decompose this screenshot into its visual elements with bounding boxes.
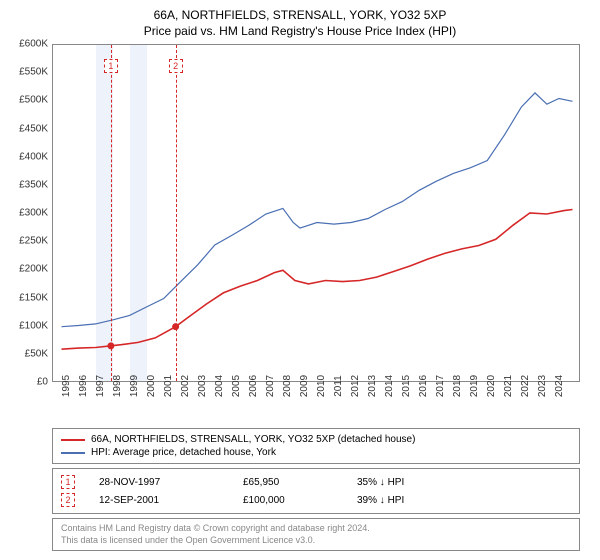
footer-line: Contains HM Land Registry data © Crown c… [61, 523, 571, 535]
y-tick-label: £400K [19, 151, 48, 162]
x-tick-label: 2024 [554, 375, 565, 397]
series-hpi [62, 93, 573, 327]
legend-swatch [61, 452, 85, 454]
x-tick-label: 2000 [146, 375, 157, 397]
y-tick-label: £250K [19, 236, 48, 247]
x-tick-label: 1996 [78, 375, 89, 397]
x-tick-label: 2003 [197, 375, 208, 397]
y-tick-label: £450K [19, 123, 48, 134]
transaction-price: £100,000 [243, 495, 333, 506]
x-tick-label: 2023 [537, 375, 548, 397]
chart-title: 66A, NORTHFIELDS, STRENSALL, YORK, YO32 … [8, 8, 592, 22]
x-tick-label: 2004 [214, 375, 225, 397]
y-tick-label: £200K [19, 264, 48, 275]
x-tick-label: 1995 [61, 375, 72, 397]
legend-row: HPI: Average price, detached house, York [61, 446, 571, 459]
event-marker-label: 2 [169, 59, 183, 73]
transaction-hpi-delta: 39% ↓ HPI [357, 495, 404, 506]
x-tick-label: 2005 [231, 375, 242, 397]
y-tick-label: £500K [19, 95, 48, 106]
transaction-price: £65,950 [243, 477, 333, 488]
x-tick-label: 2007 [265, 375, 276, 397]
y-tick-label: £50K [25, 348, 48, 359]
plot-area: 12 [52, 44, 580, 382]
chart-subtitle: Price paid vs. HM Land Registry's House … [8, 24, 592, 38]
transaction-hpi-delta: 35% ↓ HPI [357, 477, 404, 488]
event-vline [111, 45, 112, 381]
x-tick-label: 2002 [180, 375, 191, 397]
x-tick-label: 2001 [163, 375, 174, 397]
footer-attribution: Contains HM Land Registry data © Crown c… [52, 518, 580, 551]
x-tick-label: 2009 [299, 375, 310, 397]
x-tick-label: 2010 [316, 375, 327, 397]
legend-label: 66A, NORTHFIELDS, STRENSALL, YORK, YO32 … [91, 434, 415, 445]
y-tick-label: £300K [19, 208, 48, 219]
legend-label: HPI: Average price, detached house, York [91, 447, 276, 458]
x-tick-label: 1997 [95, 375, 106, 397]
x-tick-label: 2013 [367, 375, 378, 397]
x-tick-label: 2019 [469, 375, 480, 397]
transaction-marker: 1 [61, 475, 75, 489]
chart-container: 66A, NORTHFIELDS, STRENSALL, YORK, YO32 … [8, 8, 592, 552]
x-tick-label: 2020 [486, 375, 497, 397]
transaction-row: 2 12-SEP-2001 £100,000 39% ↓ HPI [61, 491, 571, 509]
footer-line: This data is licensed under the Open Gov… [61, 535, 571, 547]
event-vline [176, 45, 177, 381]
y-tick-label: £100K [19, 320, 48, 331]
transaction-marker: 2 [61, 493, 75, 507]
legend-swatch [61, 439, 85, 441]
legend-row: 66A, NORTHFIELDS, STRENSALL, YORK, YO32 … [61, 433, 571, 446]
x-tick-label: 2016 [418, 375, 429, 397]
x-tick-label: 2008 [282, 375, 293, 397]
series-price_paid [62, 210, 573, 350]
x-tick-label: 2022 [520, 375, 531, 397]
legend: 66A, NORTHFIELDS, STRENSALL, YORK, YO32 … [52, 428, 580, 464]
plot-wrap: £0 £50K £100K £150K £200K £250K £300K £350K £400… [8, 44, 592, 424]
y-tick-label: £550K [19, 67, 48, 78]
y-axis: £0£50K£100K£150K£200K£250K£300K£350K£400… [8, 44, 52, 382]
y-tick-label: £0 [37, 377, 48, 388]
x-tick-label: 2017 [435, 375, 446, 397]
x-tick-label: 1999 [129, 375, 140, 397]
x-axis: 1995199619971998199920002001200220032004… [52, 384, 580, 424]
x-tick-label: 2006 [248, 375, 259, 397]
x-tick-label: 2018 [452, 375, 463, 397]
transaction-date: 12-SEP-2001 [99, 495, 219, 506]
y-tick-label: £350K [19, 179, 48, 190]
transaction-date: 28-NOV-1997 [99, 477, 219, 488]
y-tick-label: £600K [19, 39, 48, 50]
event-marker-label: 1 [104, 59, 118, 73]
x-tick-label: 2014 [384, 375, 395, 397]
x-tick-label: 2012 [350, 375, 361, 397]
transaction-row: 1 28-NOV-1997 £65,950 35% ↓ HPI [61, 473, 571, 491]
y-tick-label: £150K [19, 292, 48, 303]
series-svg [53, 45, 579, 381]
x-tick-label: 2015 [401, 375, 412, 397]
x-tick-label: 1998 [112, 375, 123, 397]
transactions-table: 1 28-NOV-1997 £65,950 35% ↓ HPI 2 12-SEP-2001… [52, 468, 580, 514]
x-tick-label: 2021 [503, 375, 514, 397]
x-tick-label: 2011 [333, 375, 344, 397]
